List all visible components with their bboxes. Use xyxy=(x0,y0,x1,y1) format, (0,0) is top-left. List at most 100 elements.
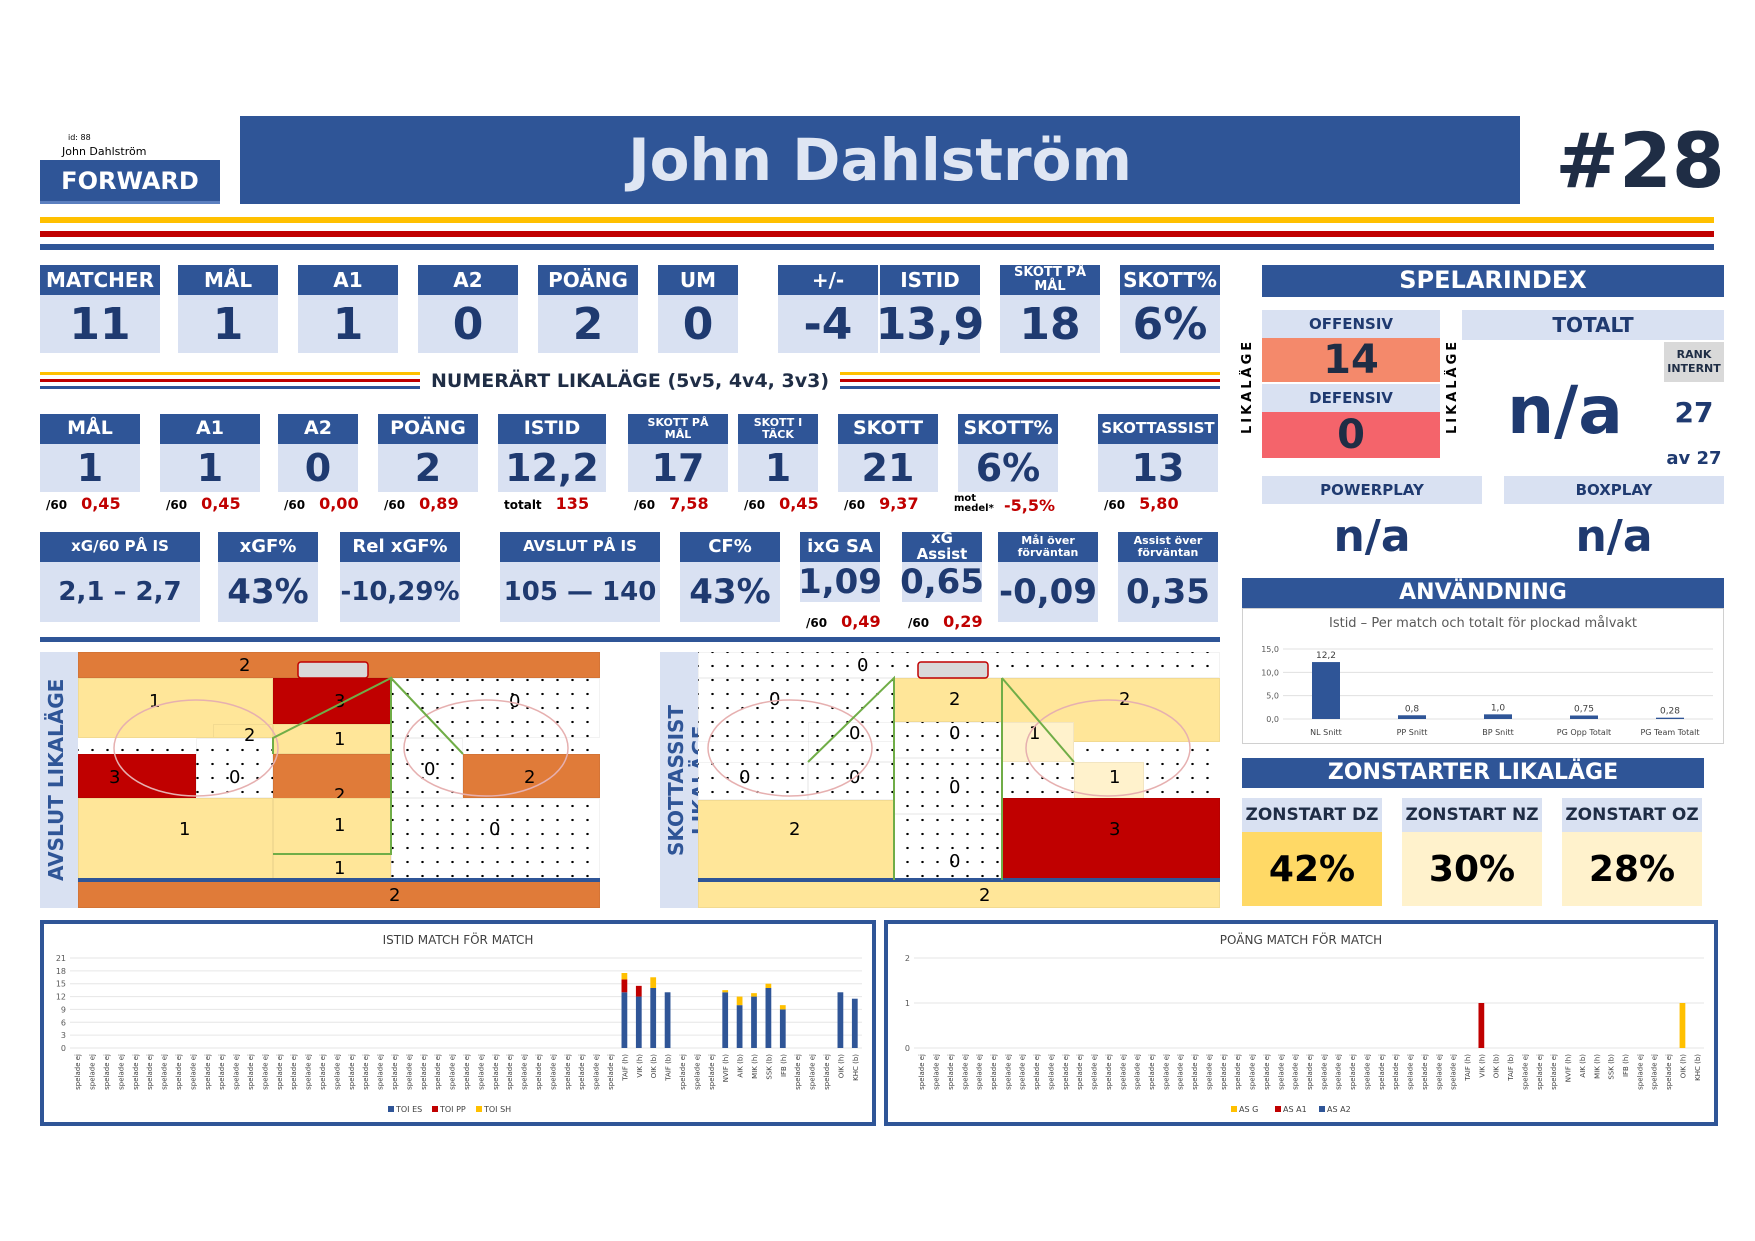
top-stat-label: A2 xyxy=(418,265,518,295)
bar-segment xyxy=(765,988,772,1048)
category-label: spelade ej xyxy=(794,1054,802,1090)
category-label: TAIF (h) xyxy=(621,1054,629,1082)
bar-segment xyxy=(722,990,729,993)
xg-stat-label: Mål över förväntan xyxy=(998,532,1098,562)
likalage-stat-sub: totalt 135 xyxy=(504,494,589,513)
likalage-stat-value: 12,2 xyxy=(498,444,606,492)
top-stat-label: +/- xyxy=(778,265,878,295)
boxplay-value: n/a xyxy=(1575,510,1653,562)
category-label: spelade ej xyxy=(132,1054,140,1090)
bar-segment xyxy=(621,992,628,1048)
bar-segment xyxy=(635,996,642,1048)
category-label: spelade ej xyxy=(933,1054,941,1090)
avslut-zone: 3 xyxy=(78,754,196,798)
category-label: MIK (h) xyxy=(1593,1054,1601,1079)
xg-stat-label: xGF% xyxy=(218,532,318,562)
y-tick: 5,0 xyxy=(1266,692,1279,701)
bar-segment xyxy=(751,993,757,997)
category-label: spelade ej xyxy=(976,1054,984,1090)
sub-value: 0,45 xyxy=(201,494,241,513)
bar-value-label: 0,28 xyxy=(1660,707,1680,717)
top-stat-value: 0 xyxy=(418,295,518,353)
likalage-side-label: LIKALÄGE xyxy=(1240,338,1255,434)
sub-prefix: /60 xyxy=(1104,498,1126,512)
section-stripe xyxy=(40,379,420,382)
sub-prefix: /60 xyxy=(806,616,828,630)
category-label: spelade ej xyxy=(117,1054,125,1090)
y-tick: 1 xyxy=(905,999,910,1008)
category-label: spelade ej xyxy=(1421,1054,1429,1090)
zonstart-value: 42% xyxy=(1242,832,1382,906)
likalage-stat-value: 2 xyxy=(378,444,478,492)
avslut-zone: 0 xyxy=(196,738,273,798)
faceoff-circle xyxy=(707,699,873,797)
rank-of: av 27 xyxy=(1666,448,1722,469)
top-stat-value: 1 xyxy=(298,295,398,353)
avslut-zone: 1 xyxy=(273,724,391,754)
category-label: PG Team Totalt xyxy=(1640,728,1699,737)
category-label: spelade ej xyxy=(679,1054,687,1090)
category-label: spelade ej xyxy=(1249,1054,1257,1090)
category-label: spelade ej xyxy=(1004,1054,1012,1090)
skottassist-zone: 0 xyxy=(698,762,808,800)
chart-title: ISTID MATCH FÖR MATCH xyxy=(383,931,534,947)
category-label: spelade ej xyxy=(961,1054,969,1090)
bar-segment xyxy=(650,977,657,988)
bar-segment xyxy=(851,998,858,1048)
y-tick: 6 xyxy=(61,1018,66,1027)
category-label: SSK (b) xyxy=(1608,1054,1616,1080)
category-label: spelade ej xyxy=(809,1054,817,1090)
category-label: spelade ej xyxy=(823,1054,831,1090)
faceoff-circle xyxy=(403,699,569,797)
top-stat-value: 6% xyxy=(1120,295,1220,353)
likalage-stat-sub: /60 5,80 xyxy=(1104,494,1179,513)
goal-cage xyxy=(297,661,369,679)
category-label: OIK (h) xyxy=(837,1054,845,1079)
y-tick: 15,0 xyxy=(1261,645,1279,654)
section-stripe xyxy=(40,386,420,389)
category-label: spelade ej xyxy=(1033,1054,1041,1090)
bar-segment xyxy=(751,996,757,1048)
section-stripe xyxy=(840,386,1220,389)
legend-label: TOI SH xyxy=(483,1105,511,1114)
category-label: OIK (h) xyxy=(1679,1054,1687,1079)
totalt-label: TOTALT xyxy=(1462,310,1724,340)
category-label: spelade ej xyxy=(161,1054,169,1090)
xg-stat-label: ixG SA xyxy=(800,532,880,562)
xg-stat-value: -10,29% xyxy=(340,562,460,622)
sub-prefix: /60 xyxy=(284,498,306,512)
likalage-stat-value: 13 xyxy=(1098,444,1218,492)
legend-label: AS G xyxy=(1239,1105,1258,1114)
likalage-stat-label: A1 xyxy=(160,414,260,444)
player-number: #28 xyxy=(1555,115,1725,205)
y-tick: 0,0 xyxy=(1266,715,1279,724)
category-label: spelade ej xyxy=(1550,1054,1558,1090)
sub-value: 0,49 xyxy=(841,612,881,631)
sub-value: 135 xyxy=(555,494,590,513)
category-label: spelade ej xyxy=(175,1054,183,1090)
likalage-stat-label: ISTID xyxy=(498,414,606,444)
legend-label: AS A2 xyxy=(1327,1105,1351,1114)
faceoff-circle xyxy=(1025,699,1191,797)
sub-value: 7,58 xyxy=(669,494,709,513)
category-label: spelade ej xyxy=(1105,1054,1113,1090)
category-label: spelade ej xyxy=(420,1054,428,1090)
totalt-value: n/a xyxy=(1507,371,1623,449)
legend-label: TOI ES xyxy=(395,1105,422,1114)
category-label: spelade ej xyxy=(1378,1054,1386,1090)
player-id: id: 88 xyxy=(68,133,91,142)
category-label: spelade ej xyxy=(377,1054,385,1090)
likalage-stat-value: 1 xyxy=(40,444,140,492)
category-label: OIK (b) xyxy=(1493,1054,1501,1079)
category-label: spelade ej xyxy=(434,1054,442,1090)
player-name-banner: John Dahlström xyxy=(240,116,1520,204)
category-label: spelade ej xyxy=(947,1054,955,1090)
sub-value: 0,45 xyxy=(81,494,121,513)
rink-lines xyxy=(698,661,1220,882)
category-label: VIK (h) xyxy=(636,1054,644,1078)
category-label: spelade ej xyxy=(1536,1054,1544,1090)
legend-swatch xyxy=(432,1106,438,1112)
section-divider xyxy=(40,637,1220,642)
bar-segment xyxy=(779,1009,786,1048)
